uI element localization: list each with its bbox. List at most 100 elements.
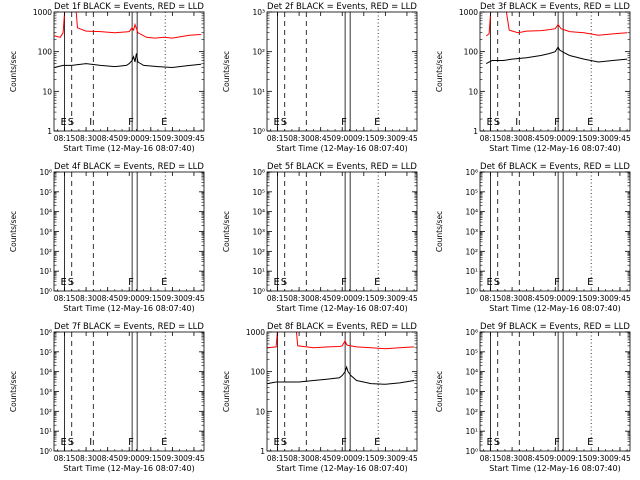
x-tick-label: 09:45 (183, 134, 205, 143)
x-axis-label: Start Time (12-May-16 08:07:40) (276, 464, 407, 473)
y-tick-label: 10⁵ (39, 348, 52, 357)
x-tick-label: 09:45 (183, 294, 205, 303)
marker-label: E (587, 277, 593, 288)
y-tick-label: 1000 (459, 8, 478, 17)
y-tick-label: 10 (42, 87, 52, 96)
x-tick-label: 09:30 (162, 134, 184, 143)
x-tick-label: 08:30 (75, 294, 97, 303)
x-axis-label: Start Time (12-May-16 08:07:40) (63, 144, 194, 153)
y-tick-label: 10⁰ (252, 127, 265, 136)
y-tick-label: 10⁶ (465, 168, 478, 177)
x-tick-label: 09:00 (331, 134, 353, 143)
y-tick-label: 10 (468, 87, 478, 96)
panel-title: Det 4f BLACK = Events, RED = LLD (54, 162, 204, 172)
y-tick-label: 1 (260, 447, 265, 456)
y-tick-label: 1 (473, 127, 478, 136)
x-tick-label: 09:00 (118, 294, 140, 303)
x-tick-label: 09:00 (544, 454, 566, 463)
x-tick-label: 09:15 (140, 454, 162, 463)
x-tick-label: 09:30 (588, 294, 610, 303)
x-tick-label: 09:45 (609, 294, 631, 303)
marker-label: F (128, 437, 134, 448)
y-tick-label: 10⁶ (39, 328, 52, 337)
x-tick-label: 08:30 (501, 294, 523, 303)
marker-label: S (494, 277, 500, 288)
marker-label: E (487, 437, 493, 448)
x-tick-label: 09:15 (353, 294, 375, 303)
marker-label: E (374, 437, 380, 448)
marker-label: E (587, 117, 593, 128)
y-tick-label: 10⁴ (39, 208, 52, 217)
y-tick-label: 10⁰ (465, 287, 478, 296)
marker-label: F (554, 437, 560, 448)
y-tick-label: 10⁴ (465, 208, 478, 217)
y-tick-label: 10² (39, 407, 52, 416)
x-tick-label: 09:30 (588, 454, 610, 463)
series-line (267, 332, 415, 350)
x-tick-label: 09:30 (162, 294, 184, 303)
x-tick-label: 08:45 (97, 454, 119, 463)
x-tick-label: 09:45 (396, 294, 418, 303)
x-tick-label: 08:15 (267, 134, 289, 143)
series-line (485, 46, 628, 65)
y-tick-label: 10³ (465, 388, 478, 397)
x-tick-label: 08:15 (480, 454, 502, 463)
marker-label: E (161, 277, 167, 288)
plot-frame (53, 331, 205, 452)
x-axis-label: Start Time (12-May-16 08:07:40) (276, 144, 407, 153)
x-tick-label: 09:30 (375, 294, 397, 303)
y-tick-label: 10¹ (252, 267, 265, 276)
y-tick-label: 10¹ (39, 267, 52, 276)
plot-frame (479, 11, 631, 132)
marker-label: F (341, 277, 347, 288)
y-tick-label: 10³ (252, 228, 265, 237)
x-tick-label: 08:15 (54, 294, 76, 303)
x-tick-label: 09:30 (588, 134, 610, 143)
marker-label: F (554, 117, 560, 128)
marker-label: F (341, 437, 347, 448)
plot-frame (266, 11, 418, 132)
x-tick-label: 09:15 (353, 454, 375, 463)
series-line (485, 12, 628, 37)
y-tick-label: 1000 (33, 8, 52, 17)
y-tick-label: 10¹ (465, 267, 478, 276)
series-line (54, 53, 202, 69)
panel-title: Det 9f BLACK = Events, RED = LLD (480, 322, 630, 332)
y-tick-label: 100 (251, 368, 266, 377)
plot-frame (53, 171, 205, 292)
series-line (267, 365, 415, 385)
x-tick-label: 09:45 (396, 134, 418, 143)
x-tick-label: 08:30 (288, 134, 310, 143)
x-axis-label: Start Time (12-May-16 08:07:40) (63, 304, 194, 313)
y-tick-label: 10⁰ (39, 287, 52, 296)
marker-label: E (487, 117, 493, 128)
marker-label: E (61, 437, 67, 448)
marker-label: E (374, 117, 380, 128)
y-tick-label: 10⁰ (39, 447, 52, 456)
x-tick-label: 08:15 (480, 294, 502, 303)
x-tick-label: 08:45 (310, 454, 332, 463)
y-tick-label: 10¹ (39, 427, 52, 436)
marker-label: E (274, 117, 280, 128)
y-axis-label: Counts/sec (435, 51, 444, 92)
plot-frame (479, 171, 631, 292)
x-tick-label: 08:15 (267, 454, 289, 463)
x-tick-label: 09:15 (140, 294, 162, 303)
panel-title: Det 3f BLACK = Events, RED = LLD (480, 2, 630, 12)
x-tick-label: 08:30 (75, 454, 97, 463)
marker-label: S (281, 277, 287, 288)
x-tick-label: 09:45 (183, 454, 205, 463)
x-axis-label: Start Time (12-May-16 08:07:40) (489, 464, 620, 473)
marker-label: E (161, 117, 167, 128)
x-tick-label: 09:00 (118, 454, 140, 463)
x-tick-label: 09:45 (609, 454, 631, 463)
x-tick-label: 09:15 (566, 454, 588, 463)
